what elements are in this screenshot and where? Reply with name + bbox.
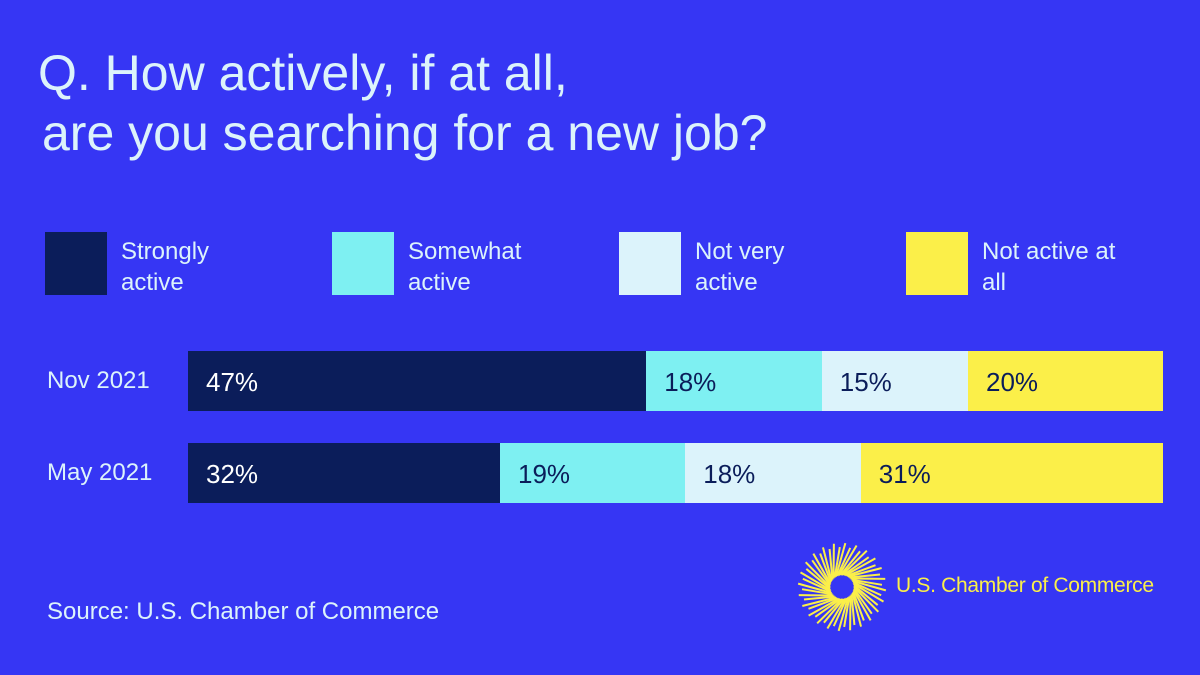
logo-ray [801,588,833,596]
logo-ray [826,598,846,630]
value-label: 32% [206,459,259,489]
value-label: 18% [703,459,756,489]
value-label: 19% [518,459,571,489]
logo-ray [837,597,849,632]
logo-ray [811,559,831,587]
chart-title: are you searching for a new job? [42,105,768,161]
legend-label: Not active at all [982,238,1116,296]
logo-ray [822,547,833,582]
logo-ray [828,548,834,580]
bar-segment [188,351,647,411]
logo-ray [850,594,856,626]
logo-ray [842,556,870,576]
bar-segment [500,443,686,503]
bar-segment [821,351,968,411]
logo-ray [839,550,861,576]
logo-ray [843,596,851,628]
logo-ray [833,546,841,578]
logo-ray [816,598,843,625]
value-label: 18% [664,367,717,397]
bar-segment [188,443,500,503]
logo-text: U.S. Chamber of Commerce [896,574,1154,597]
logo-ray [808,597,838,610]
legend-label: Somewhat active [408,238,522,296]
value-label: 47% [206,367,259,397]
chart-title: Q. How actively, if at all, [38,45,568,101]
logo-ray [846,564,876,577]
value-label: 31% [878,459,931,489]
bar-segment [968,351,1163,411]
logo-ray [802,596,837,607]
logo-ray [836,547,852,577]
logo-ray [844,557,876,577]
source: Source: U.S. Chamber of Commerce [47,598,440,625]
logo-ray [802,577,832,593]
bar-segment [860,443,1163,503]
logo-ray [808,597,840,617]
bar-segment [646,351,822,411]
logo-ray [823,598,845,624]
logo-ray [803,595,835,601]
logo-ray [853,587,873,615]
logo-ray [797,582,832,594]
logo-icon [797,542,887,632]
logo-ray [804,561,831,588]
logo-ray [852,591,865,621]
logo-ray [832,597,848,627]
legend-swatch [332,232,394,295]
logo-ray [841,549,868,576]
logo-ray [812,553,832,585]
category-label: May 2021 [47,459,153,486]
logo-ray [853,583,885,603]
legend-label: Strongly active [121,238,210,296]
legend-swatch [45,232,107,295]
value-label: 20% [986,367,1039,397]
logo-ray [851,592,862,627]
logo-ray [849,573,881,579]
logo-ray [805,568,831,590]
logo-ray [853,584,879,606]
logo-ray [835,542,847,577]
logo-ray [799,571,831,591]
logo-ray [853,586,880,613]
legend-swatch [619,232,681,295]
category-label: Nov 2021 [47,367,150,394]
logo-ray [819,553,832,583]
logo-ray [851,578,883,586]
legend-swatch [906,232,968,295]
value-label: 15% [839,367,892,397]
logo-ray [847,567,882,578]
logo-ray [814,598,842,618]
logo-ray [852,580,887,592]
legend-label: Not very active [695,238,785,296]
logo-ray [838,544,858,576]
bar-segment [685,443,861,503]
logo-ray [852,581,882,597]
logo-ray [852,589,872,621]
